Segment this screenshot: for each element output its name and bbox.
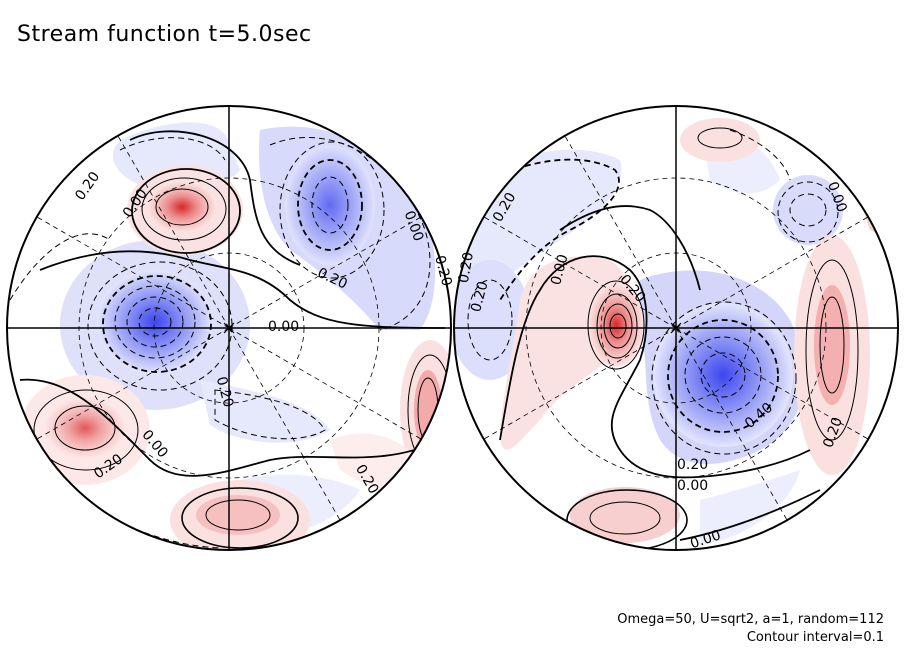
contour-interval-line: Contour interval=0.1	[746, 630, 884, 645]
right-pole-marker	[670, 322, 682, 334]
left-label: 0.20	[431, 254, 455, 288]
left-label: 0.20	[213, 375, 237, 409]
right-label: 0.20	[677, 457, 708, 473]
left-label: 0.00	[268, 319, 299, 335]
left-pole-marker	[223, 322, 235, 334]
right-label: 0.00	[677, 478, 708, 494]
left-hemisphere: 0.20 0.00 0.00 0.20 0.20 0.00 0.20 0.00 …	[6, 105, 455, 551]
right-label: 0.20	[468, 280, 492, 314]
parameter-info: Omega=50, U=sqrt2, a=1, random=112 Conto…	[617, 611, 884, 647]
plot-title: Stream function t=5.0sec	[17, 22, 312, 47]
parameter-line: Omega=50, U=sqrt2, a=1, random=112	[617, 612, 884, 627]
right-label: 0.20	[456, 251, 477, 284]
left-hemisphere-fill	[7, 106, 451, 550]
right-hemisphere: 0.00 0.20 0.20 0.20 0.00 0.20 0.40 0.20 …	[453, 105, 899, 552]
right-label: 0.00	[548, 253, 572, 287]
